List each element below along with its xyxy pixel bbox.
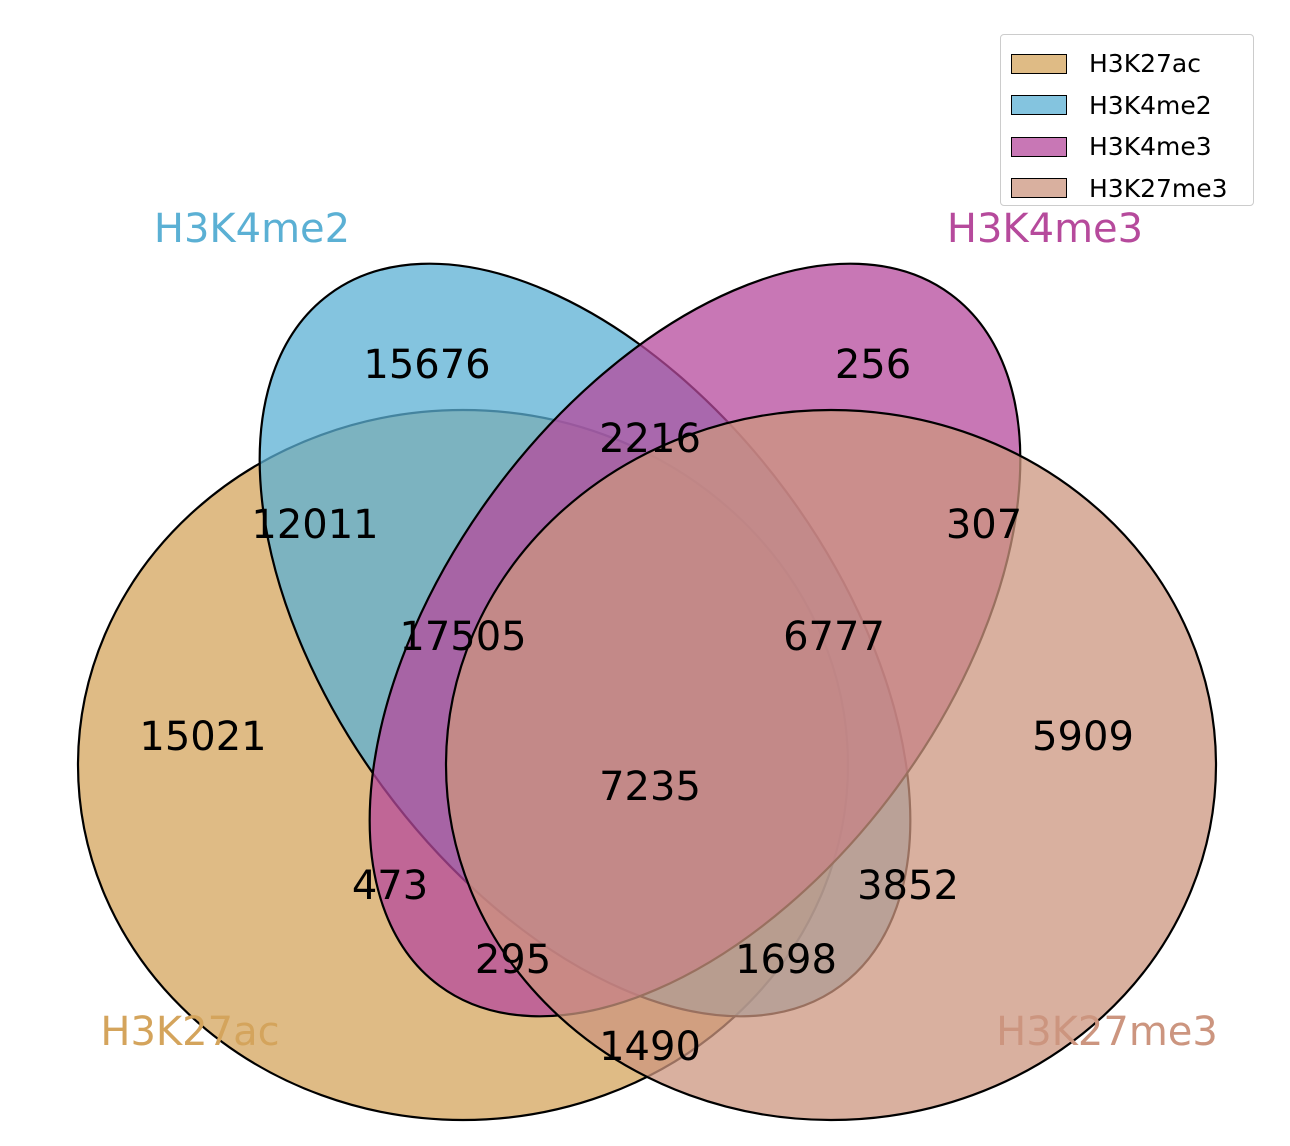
region-count-h3k27ac-h3k4me2: 12011 — [251, 502, 378, 548]
legend-swatch — [1011, 178, 1067, 199]
set-label-h3k4me3: H3K4me3 — [947, 206, 1143, 252]
region-count-h3k27ac-h3k4me2-h3k27me3: 1698 — [735, 937, 837, 983]
region-count-h3k27ac-h3k4me2-h3k4me3: 17505 — [399, 614, 526, 660]
region-count-h3k4me3: 256 — [835, 342, 911, 388]
legend-swatch — [1011, 95, 1067, 116]
set-label-h3k27ac: H3K27ac — [100, 1009, 279, 1055]
legend-label: H3K27me3 — [1089, 173, 1228, 203]
legend-item-h3k4me2: H3K4me2 — [1011, 85, 1243, 127]
legend-item-h3k4me3: H3K4me3 — [1011, 126, 1243, 168]
region-count-h3k27me3: 5909 — [1032, 714, 1134, 760]
legend-swatch — [1011, 136, 1067, 157]
region-count-h3k27ac-h3k4me3-h3k27me3: 295 — [475, 937, 551, 983]
venn-ellipses — [76, 262, 1218, 1122]
legend-label: H3K4me3 — [1089, 132, 1212, 162]
ellipse-h3k27me3 — [444, 408, 1218, 1122]
set-label-h3k27me3: H3K27me3 — [996, 1009, 1218, 1055]
legend-label: H3K27ac — [1089, 49, 1201, 79]
region-count-h3k27ac-h3k4me2-h3k4me3-h3k27me3: 7235 — [599, 764, 701, 810]
region-count-h3k4me2-h3k4me3: 2216 — [599, 416, 701, 462]
region-count-h3k27ac-h3k4me3: 473 — [352, 863, 428, 909]
legend-item-h3k27me3: H3K27me3 — [1011, 168, 1243, 210]
legend-label: H3K4me2 — [1089, 90, 1212, 120]
venn-set-labels: H3K27ac H3K4me2 H3K4me3 H3K27me3 — [100, 206, 1217, 1055]
region-count-h3k4me2: 15676 — [363, 342, 490, 388]
region-count-h3k27ac-h3k27me3: 1490 — [599, 1024, 701, 1070]
region-count-h3k4me2-h3k27me3: 3852 — [857, 863, 959, 909]
set-label-h3k4me2: H3K4me2 — [154, 206, 350, 252]
region-count-h3k27ac: 15021 — [139, 714, 266, 760]
legend: H3K27ac H3K4me2 H3K4me3 H3K27me3 — [1000, 34, 1254, 206]
legend-item-h3k27ac: H3K27ac — [1011, 43, 1243, 85]
region-count-h3k4me2-h3k4me3-h3k27me3: 6777 — [783, 614, 885, 660]
region-count-h3k4me3-h3k27me3: 307 — [946, 502, 1022, 548]
legend-swatch — [1011, 53, 1067, 74]
venn-region-counts: 15676 256 2216 12011 307 17505 6777 15021 5909 72… — [139, 342, 1134, 1070]
